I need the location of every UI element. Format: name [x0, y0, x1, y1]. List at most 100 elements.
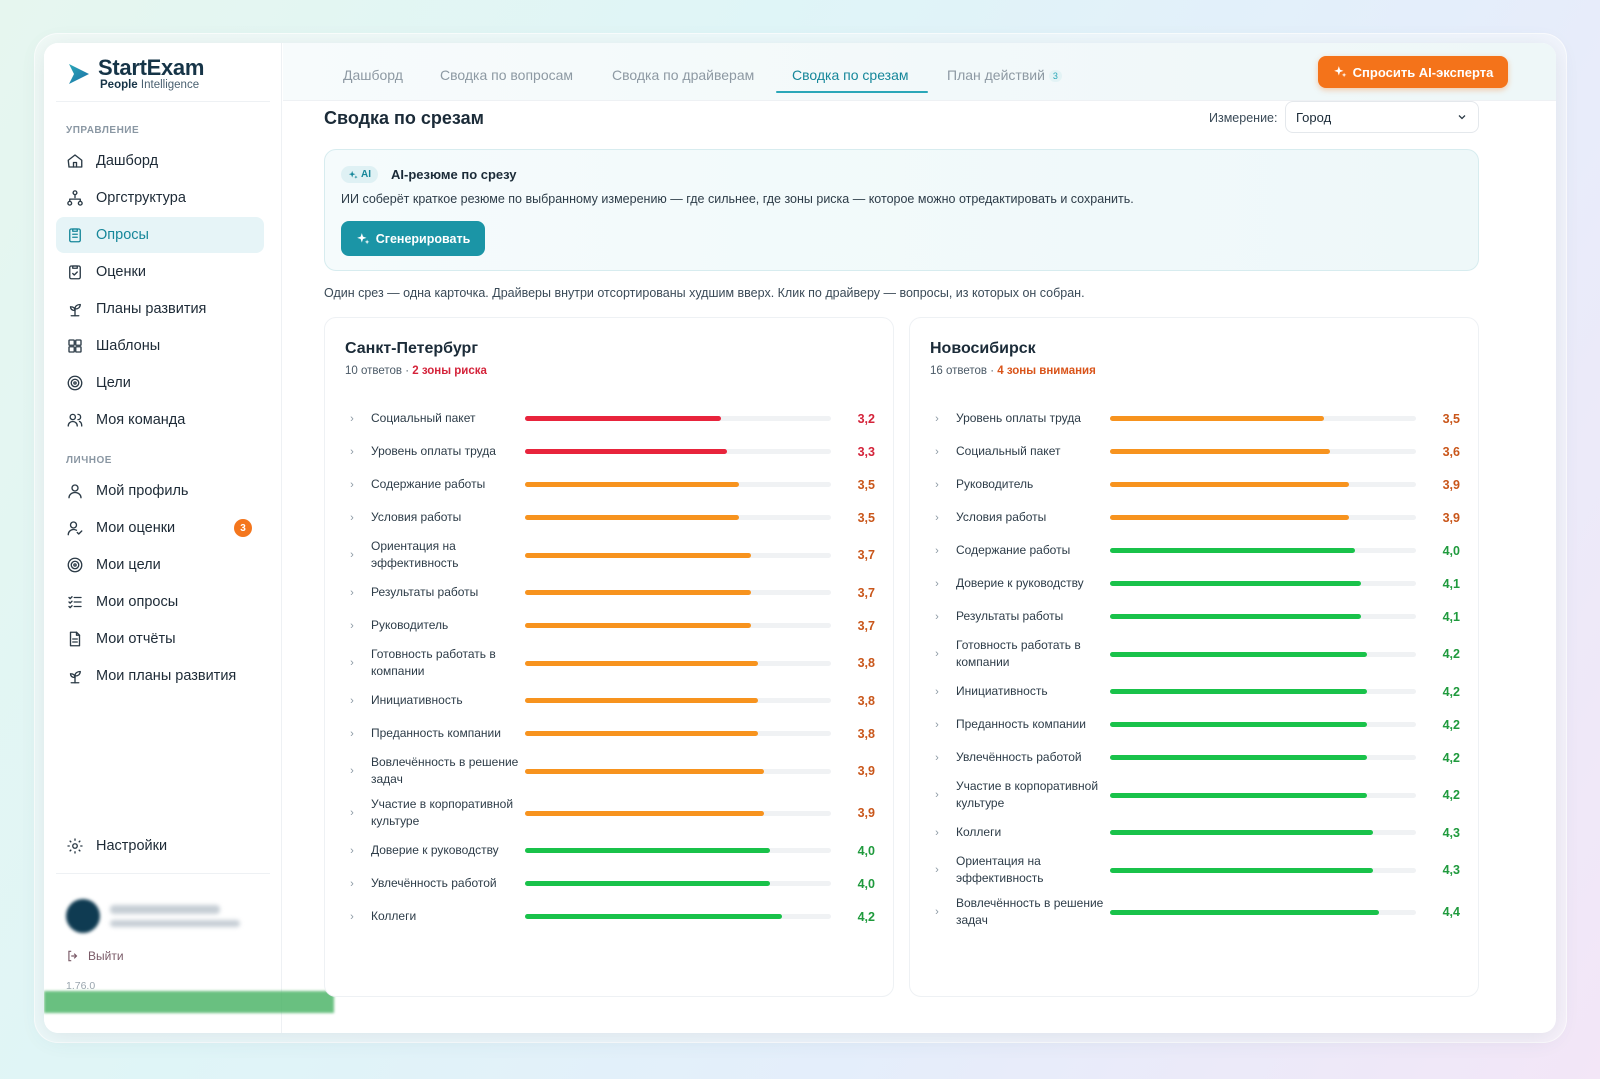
driver-score-value: 4,0 — [857, 843, 875, 858]
driver-row[interactable]: › Коллеги 4,2 — [345, 900, 875, 933]
sidebar-item[interactable]: Мои цели — [56, 547, 264, 583]
driver-score-track — [525, 810, 831, 816]
sidebar-item[interactable]: Оценки — [56, 254, 264, 290]
sidebar-item-label: Планы развития — [96, 301, 207, 317]
slice-summary: 10 ответов · 2 зоны риска — [345, 365, 487, 377]
checklist-icon — [68, 596, 82, 609]
ask-ai-expert-button[interactable]: Спросить AI-эксперта — [1318, 56, 1508, 88]
driver-name: Коллеги — [956, 824, 1002, 839]
driver-row[interactable]: › Результаты работы 3,7 — [345, 576, 875, 609]
driver-row[interactable]: › Увлечённость работой 4,0 — [345, 867, 875, 900]
driver-row[interactable]: › Преданность компании 4,2 — [930, 708, 1460, 741]
driver-score-track — [1110, 792, 1416, 798]
driver-row[interactable]: › Ориентация на эффективность 3,7 — [345, 534, 875, 576]
driver-row[interactable]: › Социальный пакет 3,6 — [930, 435, 1460, 468]
clipboard-icon — [69, 228, 81, 243]
sidebar-item[interactable]: Мои оценки 3 — [56, 510, 264, 546]
sidebar-item[interactable]: Мои отчёты — [56, 621, 264, 657]
driver-score-track — [1110, 515, 1416, 520]
driver-row[interactable]: › Уровень оплаты труда 3,3 — [345, 435, 875, 468]
driver-row[interactable]: › Уровень оплаты труда 3,5 — [930, 402, 1460, 435]
driver-row[interactable]: › Преданность компании 3,8 — [345, 717, 875, 750]
cards-hint: Один срез — одна карточка. Драйверы внут… — [324, 286, 1085, 300]
dimension-label: Измерение: — [1209, 111, 1278, 125]
sidebar-item[interactable]: Шаблоны — [56, 328, 264, 364]
tab[interactable]: Сводка по вопросам — [440, 67, 573, 83]
driver-name: Увлечённость работой — [956, 749, 1082, 764]
driver-name: Руководитель — [371, 617, 449, 632]
risk-count: 2 зоны риска — [412, 365, 487, 377]
driver-score-value: 3,3 — [857, 444, 875, 459]
driver-score-track — [525, 482, 831, 487]
driver-row[interactable]: › Ориентация на эффективность 4,3 — [930, 849, 1460, 891]
sidebar-item[interactable]: Планы развития — [56, 291, 264, 327]
driver-score-bar — [1110, 581, 1361, 586]
driver-score-value: 3,9 — [1442, 477, 1460, 492]
logout-link[interactable]: Выйти — [66, 949, 124, 963]
driver-score-bar — [1110, 722, 1368, 727]
driver-score-bar — [1110, 416, 1325, 421]
tab[interactable]: Сводка по драйверам — [612, 67, 754, 83]
sidebar-item[interactable]: Опросы — [56, 217, 264, 253]
user-card[interactable] — [66, 899, 240, 933]
tab[interactable]: Сводка по срезам — [792, 67, 909, 83]
driver-score-value: 3,6 — [1442, 444, 1460, 459]
driver-row[interactable]: › Инициативность 3,8 — [345, 684, 875, 717]
sidebar-item-settings[interactable]: Настройки — [56, 828, 264, 864]
driver-row[interactable]: › Доверие к руководству 4,0 — [345, 834, 875, 867]
driver-row[interactable]: › Руководитель 3,9 — [930, 468, 1460, 501]
main-content: Сводка по срезам Измерение: Город AI AI-… — [283, 101, 1556, 1033]
dimension-select[interactable]: Город — [1285, 101, 1479, 133]
sidebar-item[interactable]: Оргструктура — [56, 180, 264, 216]
driver-row[interactable]: › Увлечённость работой 4,2 — [930, 741, 1460, 774]
driver-row[interactable]: › Условия работы 3,9 — [930, 501, 1460, 534]
driver-score-value: 4,3 — [1442, 825, 1460, 840]
sidebar-item[interactable]: Мои планы развития — [56, 658, 264, 694]
driver-row[interactable]: › Условия работы 3,5 — [345, 501, 875, 534]
driver-row[interactable]: › Готовность работать в компании 3,8 — [345, 642, 875, 684]
driver-score-bar — [525, 768, 764, 774]
driver-row[interactable]: › Содержание работы 4,0 — [930, 534, 1460, 567]
generate-button[interactable]: Сгенерировать — [341, 221, 485, 256]
logo[interactable]: StartExam People Intelligence — [66, 57, 204, 91]
driver-score-bar — [525, 731, 758, 736]
sidebar-item[interactable]: Цели — [56, 365, 264, 401]
target-icon — [67, 375, 83, 391]
driver-row[interactable]: › Результаты работы 4,1 — [930, 600, 1460, 633]
slice-card: Новосибирск 16 ответов · 4 зоны внимания ›… — [909, 317, 1479, 997]
chevron-right-icon: › — [350, 586, 354, 599]
driver-row[interactable]: › Готовность работать в компании 4,2 — [930, 633, 1460, 675]
sidebar: StartExam People Intelligence УПРАВЛЕНИЕ… — [44, 43, 282, 1033]
driver-row[interactable]: › Вовлечённость в решение задач 3,9 — [345, 750, 875, 792]
driver-score-bar — [1110, 449, 1331, 454]
driver-name: Готовность работать в компании — [371, 646, 496, 679]
driver-row[interactable]: › Доверие к руководству 4,1 — [930, 567, 1460, 600]
section-label-manage: УПРАВЛЕНИЕ — [66, 125, 140, 136]
tab[interactable]: План действий 3 — [947, 67, 1062, 83]
chevron-right-icon: › — [350, 727, 354, 740]
sidebar-item[interactable]: Моя команда — [56, 402, 264, 438]
driver-row[interactable]: › Социальный пакет 3,2 — [345, 402, 875, 435]
tab[interactable]: Дашборд — [343, 67, 403, 83]
driver-row[interactable]: › Содержание работы 3,5 — [345, 468, 875, 501]
sidebar-item[interactable]: Дашборд — [56, 143, 264, 179]
driver-score-value: 4,2 — [1442, 684, 1460, 699]
generate-label: Сгенерировать — [375, 231, 471, 246]
driver-score-track — [1110, 614, 1416, 619]
driver-row[interactable]: › Инициативность 4,2 — [930, 675, 1460, 708]
driver-score-track — [525, 768, 831, 774]
driver-name: Вовлечённость в решение задач — [956, 895, 1104, 928]
driver-row[interactable]: › Коллеги 4,3 — [930, 816, 1460, 849]
driver-row[interactable]: › Вовлечённость в решение задач 4,4 — [930, 891, 1460, 933]
driver-score-bar — [525, 482, 740, 487]
sidebar-item[interactable]: Мой профиль — [56, 473, 264, 509]
driver-row[interactable]: › Участие в корпоративной культуре 4,2 — [930, 774, 1460, 816]
gear-icon — [67, 838, 83, 854]
driver-row[interactable]: › Участие в корпоративной культуре 3,9 — [345, 792, 875, 834]
sidebar-item[interactable]: Мои опросы — [56, 584, 264, 620]
user-check-icon — [67, 521, 83, 536]
driver-name: Доверие к руководству — [956, 575, 1084, 590]
driver-score-track — [1110, 548, 1416, 553]
driver-row[interactable]: › Руководитель 3,7 — [345, 609, 875, 642]
tab-label: План действий — [947, 67, 1045, 83]
